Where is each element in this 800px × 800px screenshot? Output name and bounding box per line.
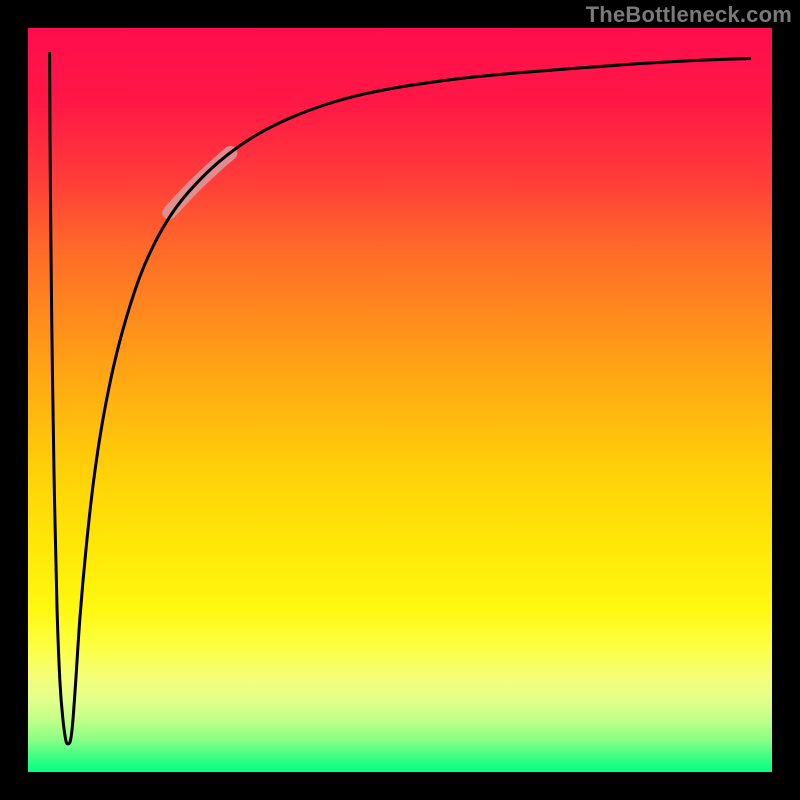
chart-container: TheBottleneck.com (0, 0, 800, 800)
watermark-text: TheBottleneck.com (586, 2, 792, 28)
bottleneck-chart (0, 0, 800, 800)
plot-background (28, 28, 772, 772)
